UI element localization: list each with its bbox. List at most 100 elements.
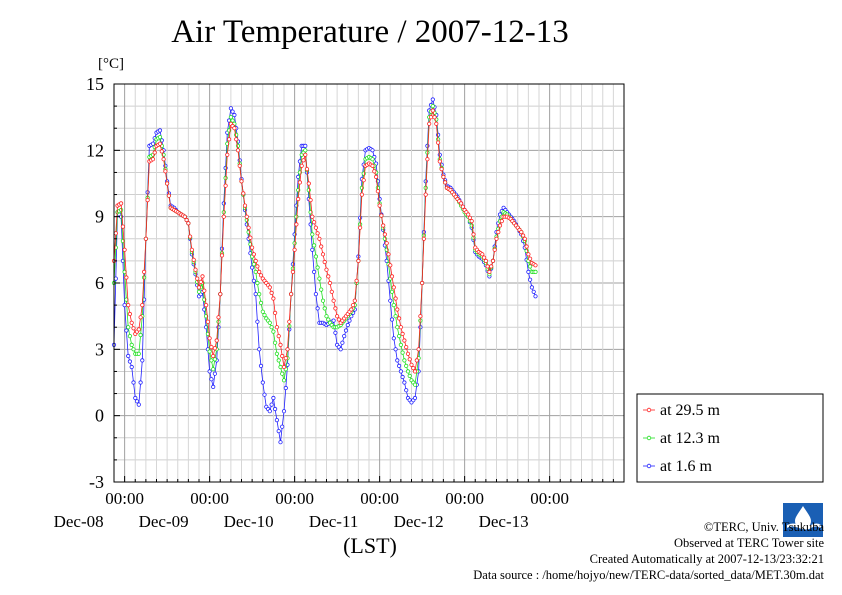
copyright-text: ©TERC, Univ. Tsukuba — [703, 520, 824, 534]
data-point — [124, 275, 129, 280]
data-point — [336, 317, 341, 322]
data-point — [423, 192, 428, 197]
data-point — [165, 181, 170, 186]
data-point — [375, 189, 380, 194]
data-point — [258, 273, 264, 278]
data-point — [497, 223, 503, 228]
data-point — [409, 362, 414, 367]
data-point — [324, 267, 329, 272]
data-point — [352, 298, 357, 303]
x-axis-title: (LST) — [343, 533, 397, 558]
data-point — [359, 192, 364, 197]
legend-swatch-marker — [646, 463, 652, 469]
data-point — [196, 285, 202, 290]
data-point — [281, 378, 287, 383]
data-point — [306, 181, 311, 186]
data-point — [276, 358, 281, 363]
data-point — [163, 169, 168, 174]
data-point — [343, 328, 349, 333]
data-point — [214, 338, 219, 343]
data-point — [255, 319, 260, 324]
data-point — [189, 247, 194, 252]
data-point — [166, 193, 171, 198]
data-point — [437, 159, 442, 164]
data-point — [143, 236, 148, 241]
data-point — [430, 104, 435, 109]
data-point — [257, 347, 262, 352]
data-point — [435, 140, 441, 145]
data-point — [469, 223, 474, 228]
data-point — [232, 112, 237, 118]
data-point — [280, 424, 285, 429]
data-point — [285, 347, 290, 352]
data-point — [262, 312, 267, 318]
data-point — [272, 340, 278, 345]
data-point — [253, 258, 258, 263]
data-point — [329, 289, 334, 294]
data-point — [301, 158, 306, 163]
data-point — [119, 201, 124, 206]
data-point — [244, 214, 249, 219]
data-point — [382, 232, 387, 237]
data-point — [271, 296, 276, 301]
data-point — [191, 257, 196, 262]
data-point — [412, 395, 418, 401]
data-point — [404, 344, 409, 350]
data-point — [386, 252, 391, 257]
data-point — [202, 288, 207, 293]
data-point — [483, 258, 488, 263]
data-point — [234, 137, 239, 142]
data-point — [260, 309, 265, 314]
data-point — [322, 259, 327, 265]
data-point — [287, 319, 292, 324]
data-point — [129, 320, 134, 325]
data-point — [529, 285, 535, 290]
data-point — [526, 252, 531, 257]
data-point — [303, 143, 308, 148]
y-tick-label: 9 — [95, 207, 104, 227]
legend-swatch-marker — [646, 407, 652, 413]
data-point — [161, 157, 166, 162]
data-point — [407, 357, 412, 362]
data-point — [131, 380, 136, 385]
data-point — [527, 264, 533, 269]
data-point — [221, 214, 226, 219]
data-point — [138, 380, 143, 385]
data-point — [319, 287, 324, 292]
data-point — [395, 307, 400, 312]
data-point — [404, 363, 409, 368]
data-point — [274, 325, 279, 330]
data-point — [204, 302, 209, 308]
y-axis-ticks: -3 0 3 6 9 12 15 — [86, 74, 120, 492]
x-tick-day-label: Dec-09 — [139, 512, 189, 531]
data-point — [303, 152, 308, 157]
series-at-12-3-m — [111, 104, 538, 387]
data-point — [126, 302, 131, 308]
data-point — [400, 374, 405, 380]
data-point — [296, 196, 301, 202]
data-point — [310, 247, 315, 252]
data-point — [315, 231, 320, 236]
data-point — [138, 315, 143, 320]
data-point — [239, 179, 244, 184]
data-point — [319, 244, 324, 249]
y-tick-label: 0 — [95, 406, 104, 426]
data-point — [257, 269, 262, 274]
source-text: Data source : /home/hojyo/new/TERC-data/… — [473, 568, 824, 582]
data-point — [520, 233, 526, 238]
data-point — [356, 258, 361, 263]
y-tick-label: 6 — [95, 273, 104, 293]
data-point — [396, 333, 402, 339]
data-point — [223, 183, 228, 188]
data-point — [395, 325, 400, 330]
data-point — [157, 141, 163, 146]
data-point — [122, 302, 127, 308]
data-point — [119, 207, 124, 213]
data-point — [186, 221, 191, 226]
data-point — [278, 364, 283, 370]
data-point — [297, 180, 302, 185]
y-tick-label: 12 — [86, 140, 104, 160]
data-point — [418, 314, 423, 319]
data-point — [326, 317, 331, 322]
data-point — [129, 364, 134, 370]
